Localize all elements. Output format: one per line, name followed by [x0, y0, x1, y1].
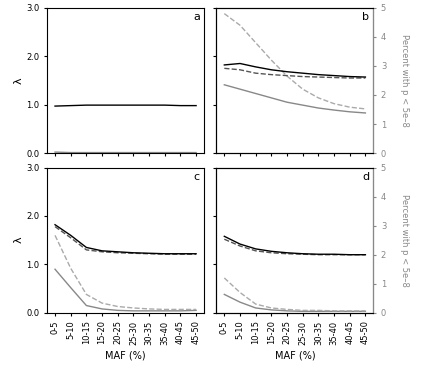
Y-axis label: λ: λ	[14, 77, 24, 84]
Text: c: c	[193, 172, 199, 182]
X-axis label: MAF (%): MAF (%)	[105, 350, 146, 360]
Text: a: a	[193, 12, 200, 22]
X-axis label: MAF (%): MAF (%)	[275, 350, 315, 360]
Y-axis label: Percent with p < 5e–8: Percent with p < 5e–8	[400, 34, 409, 127]
Text: b: b	[362, 12, 369, 22]
Text: d: d	[362, 172, 369, 182]
Y-axis label: λ: λ	[14, 237, 24, 244]
Y-axis label: Percent with p < 5e–8: Percent with p < 5e–8	[400, 194, 409, 287]
